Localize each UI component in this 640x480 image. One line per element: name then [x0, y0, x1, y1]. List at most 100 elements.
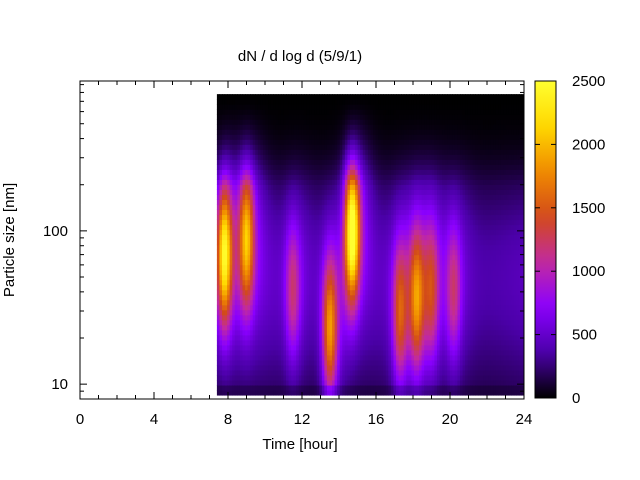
- heatmap-cell: [329, 184, 333, 190]
- heatmap-cell: [411, 169, 415, 175]
- heatmap-cell: [303, 234, 308, 241]
- heatmap-cell: [229, 204, 233, 211]
- heatmap-cell: [329, 94, 333, 100]
- heatmap-cell: [250, 179, 254, 185]
- heatmap-cell: [275, 289, 279, 296]
- heatmap-cell: [291, 149, 295, 155]
- heatmap-cell: [332, 164, 336, 170]
- heatmap-cell: [416, 379, 420, 386]
- heatmap-cell: [385, 349, 389, 356]
- heatmap-cell: [262, 379, 267, 386]
- heatmap-cell: [344, 249, 349, 256]
- heatmap-cell: [309, 384, 313, 391]
- heatmap-cell: [311, 139, 315, 145]
- heatmap-cell: [273, 294, 277, 301]
- heatmap-cell: [429, 379, 433, 386]
- heatmap-cell: [388, 374, 392, 381]
- heatmap-cell: [286, 384, 290, 391]
- heatmap-cell: [419, 159, 423, 165]
- heatmap-cell: [329, 349, 333, 356]
- heatmap-cell: [283, 284, 287, 291]
- heatmap-cell: [398, 219, 402, 226]
- heatmap-cell: [367, 339, 372, 346]
- heatmap-cell: [234, 269, 238, 276]
- heatmap-cell: [360, 194, 364, 201]
- heatmap-cell: [219, 349, 223, 356]
- heatmap-cell: [401, 369, 405, 376]
- heatmap-cell: [283, 234, 287, 241]
- heatmap-cell: [339, 129, 343, 135]
- heatmap-cell: [342, 344, 346, 351]
- heatmap-cell: [375, 204, 379, 211]
- heatmap-cell: [370, 294, 374, 301]
- heatmap-cell: [352, 189, 356, 195]
- heatmap-cell: [316, 344, 320, 351]
- heatmap-cell: [301, 324, 305, 331]
- heatmap-cell: [245, 114, 249, 120]
- heatmap-cell: [342, 384, 346, 391]
- heatmap-cell: [393, 144, 397, 150]
- heatmap-cell: [250, 369, 254, 376]
- heatmap-cell: [406, 134, 410, 140]
- heatmap-cell: [227, 99, 231, 105]
- heatmap-cell: [334, 219, 338, 226]
- heatmap-cell: [245, 384, 249, 391]
- heatmap-cell: [383, 99, 387, 105]
- heatmap-cell: [227, 184, 231, 190]
- heatmap-cell: [326, 139, 331, 145]
- heatmap-cell: [237, 124, 241, 130]
- heatmap-cell: [349, 174, 354, 180]
- heatmap-cell: [216, 374, 221, 381]
- heatmap-cell: [396, 94, 400, 100]
- heatmap-cell: [296, 219, 300, 226]
- heatmap-cell: [301, 364, 305, 371]
- heatmap-cell: [224, 359, 228, 366]
- heatmap-cell: [403, 374, 407, 381]
- heatmap-cell: [357, 229, 361, 236]
- heatmap-cell: [365, 224, 369, 231]
- heatmap-cell: [329, 209, 333, 216]
- heatmap-cell: [252, 279, 256, 286]
- heatmap-cell: [247, 359, 251, 366]
- heatmap-cell: [326, 284, 331, 291]
- heatmap-cell: [373, 294, 377, 301]
- heatmap-cell: [408, 324, 412, 331]
- heatmap-cell: [362, 204, 366, 211]
- heatmap-cell: [288, 349, 292, 356]
- heatmap-cell: [360, 304, 364, 311]
- heatmap-cell: [247, 344, 251, 351]
- heatmap-cell: [321, 204, 325, 211]
- heatmap-cell: [408, 144, 412, 150]
- heatmap-cell: [309, 119, 313, 125]
- heatmap-cell: [421, 269, 425, 276]
- heatmap-cell: [398, 184, 402, 190]
- heatmap-cell: [260, 104, 264, 110]
- heatmap-cell: [352, 294, 356, 301]
- heatmap-cell: [229, 194, 233, 201]
- heatmap-cell: [219, 204, 223, 211]
- heatmap-cell: [360, 234, 364, 241]
- heatmap-cell: [344, 199, 349, 206]
- heatmap-cell: [255, 279, 259, 286]
- heatmap-cell: [291, 224, 295, 231]
- heatmap-cell: [347, 149, 351, 155]
- heatmap-cell: [270, 114, 274, 120]
- heatmap-cell: [403, 364, 407, 371]
- heatmap-cell: [426, 259, 430, 266]
- heatmap-cell: [385, 224, 389, 231]
- heatmap-cell: [262, 94, 267, 100]
- heatmap-cell: [408, 289, 412, 296]
- heatmap-cell: [260, 219, 264, 226]
- heatmap-cell: [237, 104, 241, 110]
- heatmap-cell: [393, 254, 397, 261]
- heatmap-cell: [329, 309, 333, 316]
- heatmap-cell: [342, 369, 346, 376]
- heatmap-cell: [288, 259, 292, 266]
- heatmap-cell: [349, 389, 354, 396]
- heatmap-cell: [380, 194, 384, 201]
- heatmap-cell: [288, 199, 292, 206]
- heatmap-cell: [401, 334, 405, 341]
- heatmap-cell: [309, 169, 313, 175]
- heatmap-cell: [316, 294, 320, 301]
- heatmap-cell: [401, 384, 405, 391]
